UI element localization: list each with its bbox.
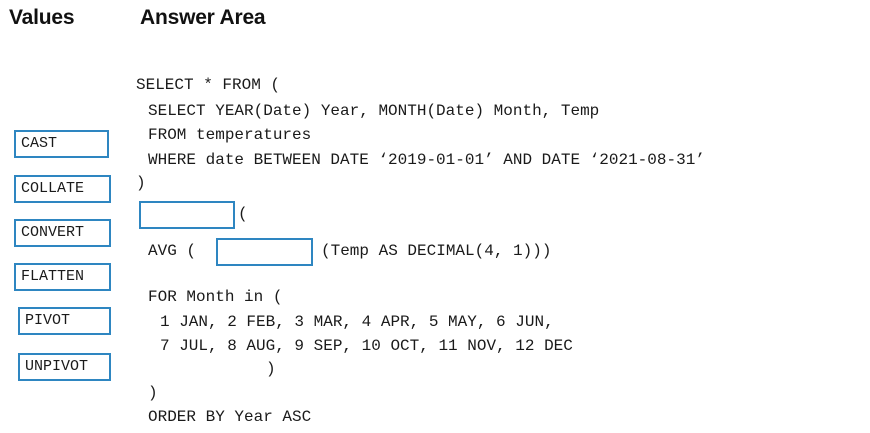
code-line-select-from: SELECT * FROM ( bbox=[136, 76, 281, 94]
value-pivot[interactable]: PIVOT bbox=[18, 307, 111, 335]
code-line-from-table: FROM temperatures bbox=[148, 126, 312, 144]
code-line-close-paren: ) bbox=[136, 174, 146, 192]
code-line-close-pivot: ) bbox=[148, 384, 158, 402]
value-convert[interactable]: CONVERT bbox=[14, 219, 111, 247]
answer-slot-1[interactable] bbox=[139, 201, 235, 229]
value-flatten[interactable]: FLATTEN bbox=[14, 263, 111, 291]
answer-area-heading: Answer Area bbox=[140, 6, 266, 29]
values-heading: Values bbox=[9, 6, 75, 29]
code-line-where: WHERE date BETWEEN DATE ‘2019-01-01’ AND… bbox=[148, 151, 705, 169]
code-line-select-columns: SELECT YEAR(Date) Year, MONTH(Date) Mont… bbox=[148, 102, 600, 120]
code-line-avg: AVG ( bbox=[148, 242, 197, 260]
value-collate[interactable]: COLLATE bbox=[14, 175, 111, 203]
value-cast[interactable]: CAST bbox=[14, 130, 109, 158]
code-line-close-in: ) bbox=[266, 360, 276, 378]
code-line-slot1-paren: ( bbox=[238, 205, 248, 223]
code-line-months-1: 1 JAN, 2 FEB, 3 MAR, 4 APR, 5 MAY, 6 JUN… bbox=[160, 313, 554, 331]
code-line-months-2: 7 JUL, 8 AUG, 9 SEP, 10 OCT, 11 NOV, 12 … bbox=[160, 337, 573, 355]
value-unpivot[interactable]: UNPIVOT bbox=[18, 353, 111, 381]
answer-slot-2[interactable] bbox=[216, 238, 313, 266]
code-line-temp-decimal: (Temp AS DECIMAL(4, 1))) bbox=[321, 242, 552, 260]
code-line-for-month: FOR Month in ( bbox=[148, 288, 283, 306]
code-line-order-by: ORDER BY Year ASC bbox=[148, 408, 312, 426]
